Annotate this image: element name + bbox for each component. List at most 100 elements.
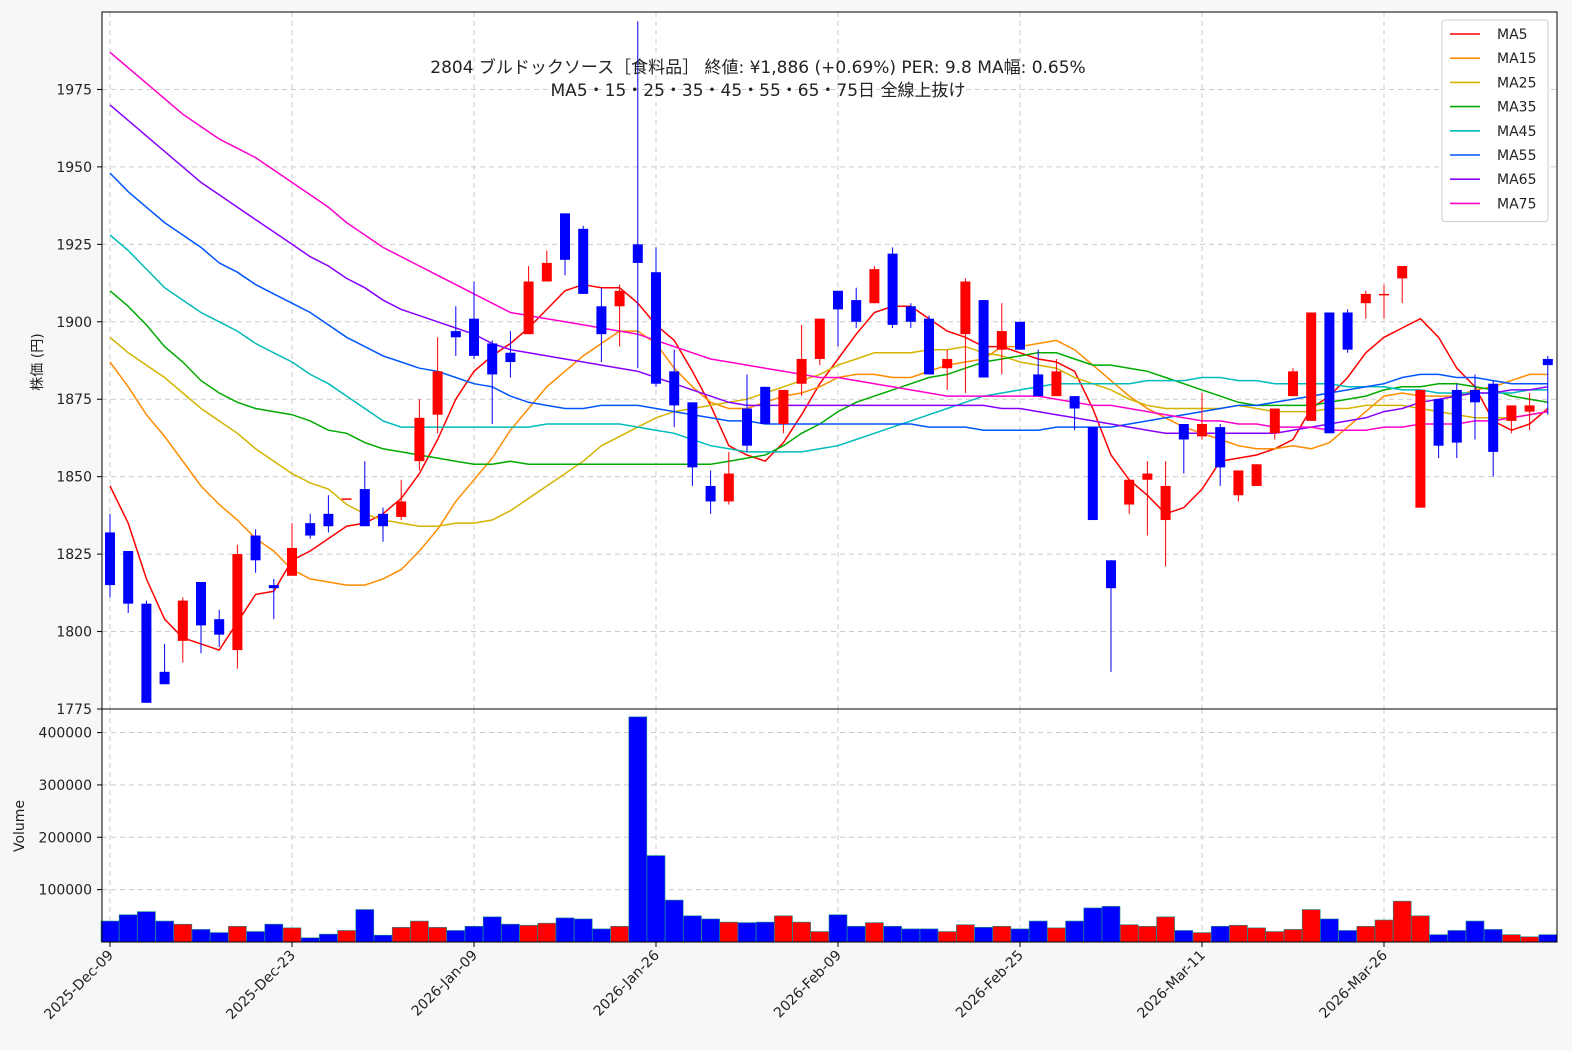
candle-body xyxy=(177,600,188,641)
candle-body xyxy=(1306,312,1317,421)
volume-bar xyxy=(228,925,247,943)
volume-bar xyxy=(1502,934,1521,943)
volume-bar xyxy=(1465,920,1485,943)
candle-body xyxy=(1160,485,1171,521)
candle-body xyxy=(1233,470,1244,496)
candle-body xyxy=(996,331,1007,350)
candle-body xyxy=(560,213,570,260)
legend-label: MA55 xyxy=(1497,148,1536,164)
volume-bar xyxy=(246,931,265,943)
legend-label: MA65 xyxy=(1497,172,1536,188)
volume-bar xyxy=(664,899,684,943)
volume-bar xyxy=(1483,929,1503,943)
volume-bar xyxy=(919,928,939,943)
volume-bar xyxy=(1010,928,1030,943)
candle-body xyxy=(341,498,352,500)
candle-body xyxy=(1069,396,1080,409)
volume-grid xyxy=(102,709,1557,942)
volume-bar xyxy=(865,922,884,943)
candle-body xyxy=(1215,427,1226,468)
chart-title-line2: MA5・15・25・35・45・55・65・75日 全線上抜け xyxy=(551,81,966,101)
price-y-axis-label: 株価 (円) xyxy=(30,333,46,390)
volume-bar xyxy=(1210,925,1230,943)
volume-bar xyxy=(209,932,229,943)
candle-body xyxy=(450,331,461,338)
candle-body xyxy=(1288,371,1298,397)
legend-label: MA25 xyxy=(1497,75,1536,91)
candle-body xyxy=(833,290,843,310)
candle-body xyxy=(1124,479,1135,505)
volume-bar xyxy=(1065,920,1084,943)
volume-bar xyxy=(755,921,775,943)
volume-bar xyxy=(173,923,193,943)
volume-bar xyxy=(774,915,793,943)
candle-body xyxy=(268,585,279,589)
price-tick-label: 1950 xyxy=(56,160,92,176)
candle-body xyxy=(723,473,734,502)
candle-body xyxy=(978,300,989,378)
volume-bar xyxy=(373,934,393,943)
volume-bar xyxy=(1028,920,1048,943)
candle-body xyxy=(1470,389,1480,403)
candle-body xyxy=(1542,358,1553,366)
legend-box xyxy=(1441,19,1549,223)
volume-bar xyxy=(992,925,1012,943)
price-tick-label: 1975 xyxy=(56,82,92,98)
candle-body xyxy=(141,603,152,703)
volume-bar xyxy=(410,920,429,943)
candle-body xyxy=(250,535,261,561)
legend-label: MA5 xyxy=(1497,27,1528,43)
candle-body xyxy=(323,513,334,527)
price-tick-label: 1925 xyxy=(56,237,92,253)
volume-bar xyxy=(1101,906,1121,943)
volume-bar xyxy=(1283,929,1303,943)
volume-bar xyxy=(810,931,830,943)
candle-body xyxy=(942,358,953,369)
volume-bar xyxy=(828,914,848,943)
volume-bar xyxy=(701,918,720,943)
chart-title-line1: 2804 ブルドックソース［食料品］ 終値: ¥1,886 (+0.69%) P… xyxy=(430,57,1085,78)
candle-body xyxy=(487,343,498,375)
candle-body xyxy=(214,619,225,635)
candle-body xyxy=(159,671,170,685)
ma-line-ma75 xyxy=(109,51,1548,431)
volume-bar xyxy=(683,915,702,943)
volume-bar xyxy=(446,930,466,943)
candle-body xyxy=(960,281,971,335)
price-tick-label: 1900 xyxy=(56,315,92,331)
volume-tick-label: 100000 xyxy=(39,883,92,899)
volume-bar xyxy=(537,922,557,943)
price-panel xyxy=(102,12,1557,709)
candle-body xyxy=(305,523,316,536)
volume-bar xyxy=(1520,936,1539,943)
candle-body xyxy=(869,269,880,304)
volume-bar xyxy=(1265,931,1285,943)
candlesticks xyxy=(105,21,1553,703)
legend-label: MA45 xyxy=(1497,124,1536,140)
candle-body xyxy=(614,290,625,307)
legend-label: MA35 xyxy=(1497,100,1536,116)
candle-body xyxy=(924,318,934,375)
candle-body xyxy=(1033,374,1044,397)
volume-bar xyxy=(1429,934,1448,943)
candle-body xyxy=(742,408,752,446)
candle-body xyxy=(851,300,862,322)
volume-bar xyxy=(337,930,356,943)
volume-bar xyxy=(300,937,320,943)
volume-bar xyxy=(282,927,302,943)
candle-body xyxy=(287,547,297,576)
candle-body xyxy=(469,318,479,356)
candle-body xyxy=(632,244,643,263)
volume-bar xyxy=(1192,932,1212,943)
candle-body xyxy=(1051,371,1062,397)
candle-body xyxy=(359,489,370,527)
volume-bar xyxy=(501,923,520,943)
candle-body xyxy=(1506,405,1517,421)
ma-line-ma15 xyxy=(109,330,1548,586)
candle-body xyxy=(105,532,115,586)
volume-bar xyxy=(482,916,502,943)
price-y-ticks: 1775 1800 1825 1850 1875 1900 1925 1950 1975 xyxy=(56,82,102,718)
volume-bar xyxy=(1392,900,1412,943)
price-tick-label: 1875 xyxy=(56,392,92,408)
candle-body xyxy=(1015,321,1025,350)
